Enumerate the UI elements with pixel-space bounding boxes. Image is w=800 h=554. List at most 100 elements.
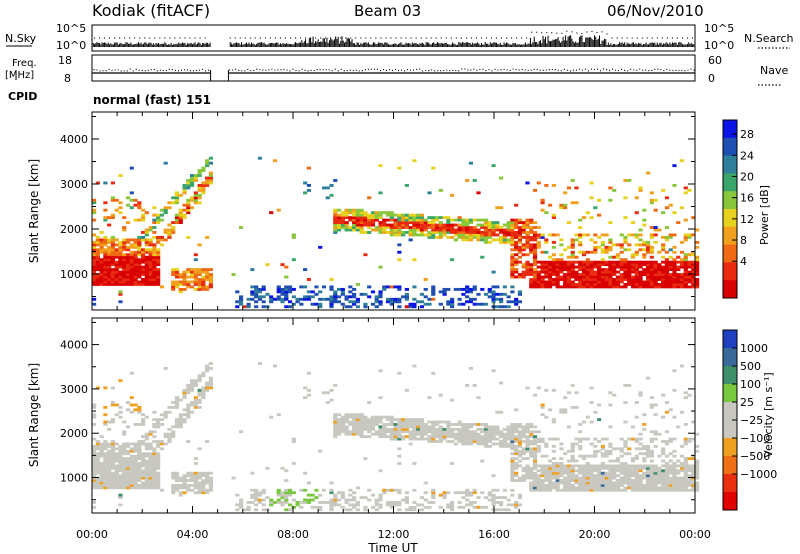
velocity-cell xyxy=(189,381,195,385)
power-cell xyxy=(401,216,406,220)
power-cell xyxy=(306,295,311,299)
power-cell xyxy=(517,245,523,249)
power-cell xyxy=(186,211,191,215)
power-cell xyxy=(340,218,345,222)
velocity-cell xyxy=(510,435,515,439)
nave-dot xyxy=(409,69,412,71)
velocity-cell xyxy=(397,491,402,495)
power-cell xyxy=(408,213,413,217)
power-cell xyxy=(363,292,368,296)
power-cell xyxy=(257,156,262,160)
velocity-cell xyxy=(129,469,134,473)
power-cell xyxy=(450,297,455,301)
power-cell xyxy=(265,292,270,296)
power-cell xyxy=(355,216,360,220)
power-cell xyxy=(107,253,112,257)
power-cell xyxy=(171,273,176,276)
power-cell xyxy=(325,297,330,301)
velocity-cell xyxy=(695,449,700,453)
power-cell xyxy=(344,211,349,215)
power-cell xyxy=(314,285,319,289)
power-cell xyxy=(581,280,587,284)
velocity-cell xyxy=(133,479,138,482)
velocity-cell xyxy=(574,459,579,463)
velocity-cell xyxy=(318,501,323,504)
velocity-cell xyxy=(525,469,530,473)
power-cell xyxy=(457,216,462,220)
power-cell xyxy=(691,285,696,289)
velocity-cell xyxy=(563,483,568,487)
power-cell xyxy=(118,258,123,262)
power-cell xyxy=(423,218,428,222)
nsearch-dot xyxy=(566,30,568,32)
nsearch-dot xyxy=(154,37,156,39)
power-cell xyxy=(174,191,180,195)
velocity-cell xyxy=(95,454,100,458)
velocity-cell xyxy=(623,471,628,475)
velocity-cell xyxy=(465,432,470,436)
velocity-cell xyxy=(661,479,666,482)
power-cell xyxy=(668,280,673,284)
velocity-cell xyxy=(634,474,639,478)
nave-dot xyxy=(467,69,469,71)
power-cell xyxy=(193,193,198,197)
velocity-cell xyxy=(502,508,507,512)
velocity-cell xyxy=(389,430,394,434)
velocity-cell xyxy=(589,476,594,480)
velocity-cell xyxy=(683,469,688,473)
power-cell xyxy=(570,285,575,289)
power-cell xyxy=(140,268,146,272)
power-cell xyxy=(412,213,417,217)
power-cell xyxy=(623,270,628,274)
power-cell xyxy=(291,295,296,299)
power-cell xyxy=(521,273,526,276)
velocity-cell xyxy=(129,471,134,475)
power-cell xyxy=(110,263,116,267)
power-cell xyxy=(593,245,598,249)
power-cell xyxy=(431,290,436,294)
velocity-cell xyxy=(95,452,100,456)
velocity-cell xyxy=(529,449,534,453)
velocity-cell xyxy=(525,442,530,446)
power-cell xyxy=(672,270,677,274)
nsearch-dot xyxy=(410,37,412,39)
nave-dot xyxy=(518,69,520,71)
power-cell xyxy=(532,255,538,259)
velocity-cell xyxy=(695,466,700,470)
velocity-cell xyxy=(359,435,364,439)
velocity-cell xyxy=(404,388,409,392)
velocity-cell xyxy=(468,501,474,504)
power-cell xyxy=(186,208,191,212)
power-cell xyxy=(348,211,353,215)
velocity-cell xyxy=(574,486,579,490)
power-cell xyxy=(604,273,609,276)
velocity-cell xyxy=(638,393,643,397)
velocity-cell xyxy=(510,488,515,492)
power-cell xyxy=(129,260,134,264)
power-cell xyxy=(205,161,210,165)
velocity-cell xyxy=(585,476,590,480)
power-cell xyxy=(129,250,134,254)
velocity-cell xyxy=(303,501,308,504)
power-cell xyxy=(559,270,564,274)
power-cell xyxy=(140,270,146,274)
velocity-cell xyxy=(442,493,447,497)
velocity-cell xyxy=(103,469,108,473)
velocity-cell xyxy=(431,493,436,497)
velocity-cell xyxy=(189,384,195,387)
velocity-cell xyxy=(514,430,519,434)
power-cell xyxy=(517,228,523,232)
power-cell xyxy=(483,226,489,229)
nave-dot xyxy=(437,70,439,72)
nsearch-dot xyxy=(425,37,427,39)
nsearch-dot xyxy=(375,37,377,39)
velocity-cell xyxy=(589,486,594,490)
velocity-cell xyxy=(649,449,654,453)
velocity-cell xyxy=(397,501,402,504)
power-cell xyxy=(581,283,587,286)
power-cell xyxy=(156,258,161,262)
velocity-cell xyxy=(129,459,134,463)
velocity-cell xyxy=(99,486,104,490)
power-cell xyxy=(156,221,161,224)
velocity-cell xyxy=(676,464,681,468)
